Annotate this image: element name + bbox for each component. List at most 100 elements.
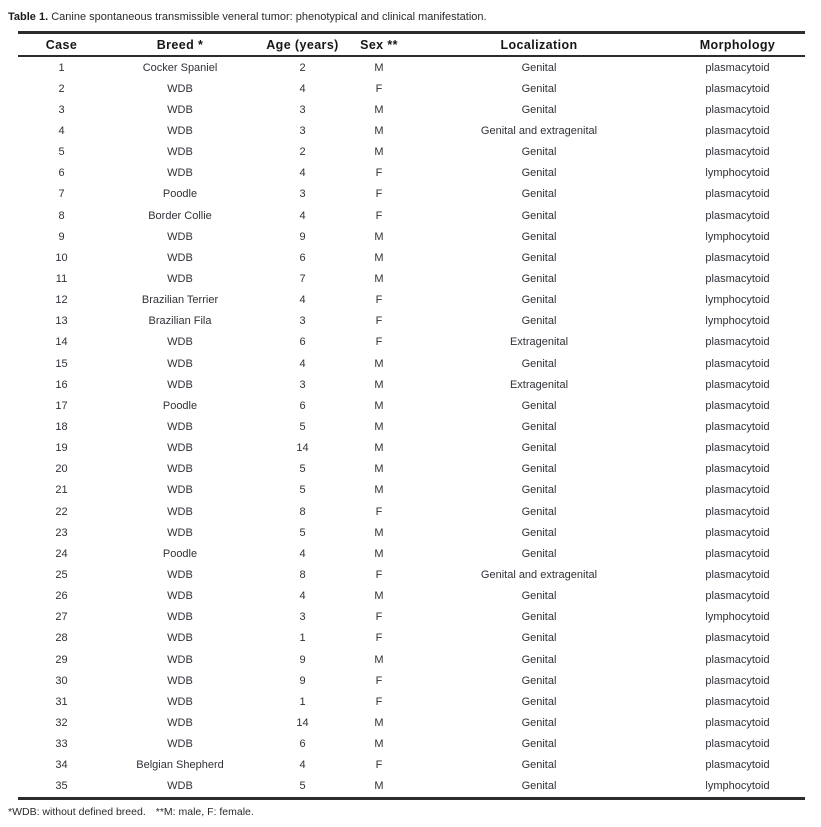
table-cell: F: [375, 632, 383, 645]
table-cell: WDB: [167, 124, 193, 137]
table-cell: WDB: [167, 484, 193, 497]
table-cell: 7: [58, 188, 65, 201]
table-cell: 3: [299, 103, 306, 116]
table-cell: plasmacytoid: [705, 674, 770, 687]
table-cell: WDB: [167, 738, 193, 751]
table-cell: Cocker Spaniel: [142, 61, 218, 74]
table-cell: 6: [299, 336, 306, 349]
table-cell: lymphocytoid: [705, 294, 770, 307]
table-row: 8 Border Collie 4 F Genital plasmacytoid: [18, 205, 805, 226]
table-cell: WDB: [167, 695, 193, 708]
table-cell: plasmacytoid: [705, 759, 770, 772]
table-cell: Genital: [521, 674, 557, 687]
table-cell: M: [374, 103, 384, 116]
table-cell: Brazilian Terrier: [141, 294, 219, 307]
table-cell: plasmacytoid: [705, 399, 770, 412]
table-cell: lymphocytoid: [705, 780, 770, 793]
table-cell: WDB: [167, 442, 193, 455]
table-cell: 14: [55, 336, 68, 349]
table-cell: 19: [55, 442, 68, 455]
table-cell: M: [374, 357, 384, 370]
table-row: 5 WDB 2 M Genital plasmacytoid: [18, 142, 805, 163]
table-cell: plasmacytoid: [705, 61, 770, 74]
table-cell: Genital: [521, 611, 557, 624]
table-cell: 15: [55, 357, 68, 370]
table-footnote: *WDB: without defined breed. **M: male, F…: [8, 806, 813, 818]
table-cell: 4: [299, 357, 306, 370]
table-cell: plasmacytoid: [705, 357, 770, 370]
table-cell: F: [375, 82, 383, 95]
table-cell: 3: [299, 188, 306, 201]
table-cell: plasmacytoid: [705, 103, 770, 116]
table-cell: Brazilian Fila: [148, 315, 212, 328]
table-row: 10 WDB 6 M Genital plasmacytoid: [18, 247, 805, 268]
table-cell: plasmacytoid: [705, 568, 770, 581]
table-cell: 4: [299, 209, 306, 222]
table-cell: 7: [299, 272, 306, 285]
table-cell: M: [374, 442, 384, 455]
table-row: 12 Brazilian Terrier 4 F Genital lymphocytoid: [18, 290, 805, 311]
table-cell: WDB: [167, 251, 193, 264]
table-cell: plasmacytoid: [705, 484, 770, 497]
table-row: 27 WDB 3 F Genital lymphocytoid: [18, 607, 805, 628]
table-cell: M: [374, 124, 384, 137]
table-cell: 5: [299, 526, 306, 539]
table-cell: WDB: [167, 463, 193, 476]
table-cell: 3: [299, 378, 306, 391]
table-cell: F: [375, 568, 383, 581]
data-table: Case Breed * Age (years) Sex ** Localization…: [18, 31, 805, 800]
table-cell: 6: [299, 251, 306, 264]
table-cell: WDB: [167, 420, 193, 433]
table-cell: WDB: [167, 632, 193, 645]
table-caption: Table 1. Canine spontaneous transmissibl…: [8, 10, 813, 24]
table-cell: Genital: [521, 738, 557, 751]
table-cell: 4: [299, 590, 306, 603]
table-cell: 1: [58, 61, 65, 74]
table-cell: Genital: [521, 420, 557, 433]
table-cell: plasmacytoid: [705, 632, 770, 645]
table-cell: Genital: [521, 294, 557, 307]
table-row: 28 WDB 1 F Genital plasmacytoid: [18, 628, 805, 649]
table-cell: M: [374, 230, 384, 243]
table-cell: Genital: [521, 547, 557, 560]
table-cell: Genital: [521, 146, 557, 159]
table-row: 2 WDB 4 F Genital plasmacytoid: [18, 78, 805, 99]
table-cell: M: [374, 653, 384, 666]
table-cell: 3: [299, 124, 306, 137]
table-cell: plasmacytoid: [705, 272, 770, 285]
table-cell: 29: [55, 653, 68, 666]
table-cell: 6: [299, 399, 306, 412]
table-cell: M: [374, 420, 384, 433]
table-cell: 4: [299, 759, 306, 772]
table-cell: WDB: [167, 611, 193, 624]
table-cell: Genital: [521, 695, 557, 708]
table-cell: 10: [55, 251, 68, 264]
table-cell: M: [374, 146, 384, 159]
table-cell: 4: [299, 167, 306, 180]
table-cell: 8: [58, 209, 65, 222]
table-row: 30 WDB 9 F Genital plasmacytoid: [18, 670, 805, 691]
table-row: 6 WDB 4 F Genital lymphocytoid: [18, 163, 805, 184]
table-cell: 3: [58, 103, 65, 116]
table-cell: plasmacytoid: [705, 738, 770, 751]
table-cell: 8: [299, 568, 306, 581]
table-body: 1 Cocker Spaniel 2 M Genital plasmacytoid 2 WDB…: [18, 56, 805, 798]
table-cell: Genital: [521, 103, 557, 116]
table-cell: plasmacytoid: [705, 209, 770, 222]
table-cell: plasmacytoid: [705, 463, 770, 476]
table-cell: M: [374, 716, 384, 729]
table-cell: WDB: [167, 336, 193, 349]
table-cell: WDB: [167, 167, 193, 180]
table-cell: lymphocytoid: [705, 167, 770, 180]
table-row: 32 WDB 14 M Genital plasmacytoid: [18, 712, 805, 733]
table-cell: 25: [55, 568, 68, 581]
table-cell: Genital: [521, 759, 557, 772]
table-cell: plasmacytoid: [705, 442, 770, 455]
table-row: 18 WDB 5 M Genital plasmacytoid: [18, 416, 805, 437]
table-cell: F: [375, 315, 383, 328]
table-cell: 31: [55, 695, 68, 708]
footnote-breed: *WDB: without defined breed.: [8, 805, 146, 818]
table-cell: 8: [299, 505, 306, 518]
table-cell: 16: [55, 378, 68, 391]
table-cell: Genital: [521, 315, 557, 328]
